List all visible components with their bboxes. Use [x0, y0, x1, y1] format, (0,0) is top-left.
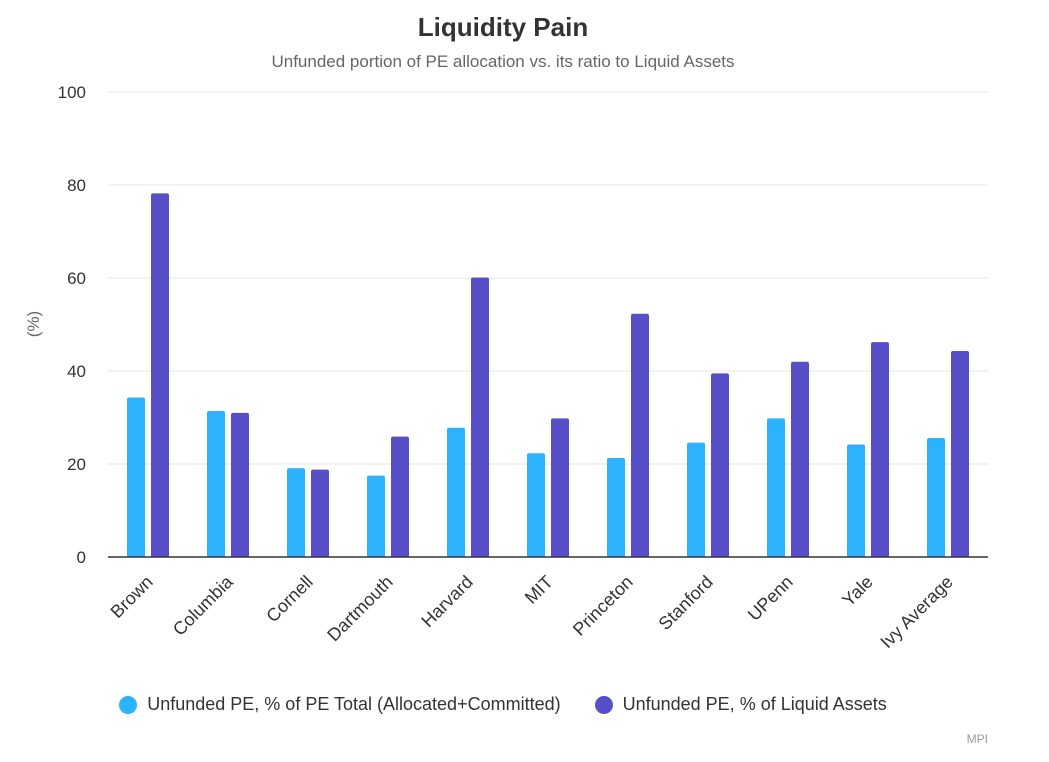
bar-upenn-series-1[interactable] [767, 418, 785, 557]
bar-yale-series-2[interactable] [871, 342, 889, 557]
grid-lines [108, 91, 988, 465]
bar-brown-series-1[interactable] [127, 397, 145, 557]
bar-princeton-series-1[interactable] [607, 457, 625, 557]
bar-mit-series-2[interactable] [551, 418, 569, 557]
y-axis-label: (%) [24, 311, 43, 337]
legend-label-pe-total: Unfunded PE, % of PE Total (Allocated+Co… [147, 694, 561, 714]
bar-mit-series-1[interactable] [527, 453, 545, 557]
y-tick-label: 100 [58, 83, 86, 102]
legend: Unfunded PE, % of PE Total (Allocated+Co… [0, 694, 1006, 715]
bars [127, 193, 969, 557]
credit-label: MPI [966, 732, 988, 746]
bar-harvard-series-2[interactable] [471, 277, 489, 557]
x-tick-label: Brown [107, 572, 157, 622]
x-tick-label: Yale [838, 572, 877, 611]
x-tick-label: UPenn [744, 572, 797, 625]
x-tick-label: Harvard [417, 572, 476, 631]
x-tick-label: Ivy Average [876, 572, 956, 652]
y-tick-label: 20 [67, 455, 86, 474]
bar-yale-series-1[interactable] [847, 444, 865, 557]
legend-swatch-liquid-assets [594, 695, 613, 714]
bar-princeton-series-2[interactable] [631, 313, 649, 557]
legend-item-liquid-assets[interactable]: Unfunded PE, % of Liquid Assets [594, 694, 887, 715]
y-axis-ticks: 0 20 40 60 80 100 [58, 83, 86, 567]
bar-ivy-average-series-2[interactable] [951, 351, 969, 557]
x-tick-label: Stanford [655, 572, 717, 634]
legend-swatch-pe-total [119, 695, 138, 714]
y-tick-label: 60 [67, 269, 86, 288]
chart-subtitle: Unfunded portion of PE allocation vs. it… [271, 52, 735, 71]
y-tick-label: 0 [77, 548, 86, 567]
bar-brown-series-2[interactable] [151, 193, 169, 557]
chart-area: 0 20 40 60 80 100 (%) Brown Columbia Cornell Dar… [24, 83, 988, 652]
legend-item-pe-total[interactable]: Unfunded PE, % of PE Total (Allocated+Co… [119, 694, 561, 715]
x-tick-label: Dartmouth [323, 572, 397, 646]
bar-upenn-series-2[interactable] [791, 361, 809, 557]
x-tick-label: MIT [521, 572, 557, 608]
x-tick-label: Cornell [262, 572, 316, 626]
chart-title: Liquidity Pain [417, 12, 589, 42]
bar-columbia-series-2[interactable] [231, 412, 249, 557]
bar-columbia-series-1[interactable] [207, 410, 225, 557]
y-tick-label: 80 [67, 176, 86, 195]
bar-dartmouth-series-1[interactable] [367, 475, 385, 557]
bar-stanford-series-2[interactable] [711, 373, 729, 557]
x-tick-label: Princeton [569, 572, 637, 640]
bar-cornell-series-2[interactable] [311, 469, 329, 557]
bar-harvard-series-1[interactable] [447, 427, 465, 557]
x-tick-label: Columbia [169, 571, 238, 640]
y-tick-label: 40 [67, 362, 86, 381]
bar-cornell-series-1[interactable] [287, 468, 305, 557]
legend-label-liquid-assets: Unfunded PE, % of Liquid Assets [622, 694, 887, 714]
bar-ivy-average-series-1[interactable] [927, 437, 945, 557]
bar-stanford-series-1[interactable] [687, 442, 705, 557]
bar-dartmouth-series-2[interactable] [391, 436, 409, 557]
x-axis-ticks: Brown Columbia Cornell Dartmouth Harvard MIT P… [107, 571, 957, 652]
